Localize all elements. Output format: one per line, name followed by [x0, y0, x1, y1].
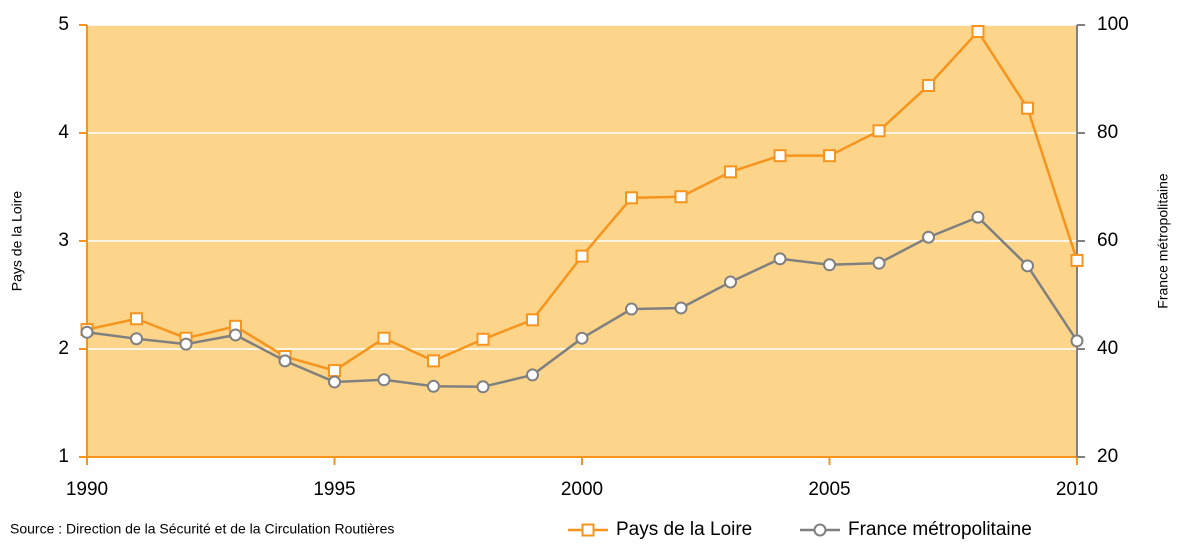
legend-marker: [813, 523, 827, 537]
y-tick-label: 4: [58, 122, 69, 143]
legend-marker: [581, 523, 595, 537]
y-tick-label: 5: [58, 14, 69, 35]
data-point: [229, 328, 242, 342]
data-point: [823, 149, 836, 163]
x-tick-label: 2005: [808, 479, 850, 500]
data-point: [278, 354, 292, 368]
data-point: [427, 354, 440, 368]
y-tick-label: 3: [58, 230, 69, 251]
y2-tick-label: 100: [1097, 14, 1129, 35]
data-point: [130, 312, 143, 326]
data-point: [427, 379, 440, 393]
data-point: [724, 165, 737, 179]
data-point: [625, 191, 638, 205]
y2-tick-label: 40: [1097, 338, 1118, 359]
y2-axis-title: France métropolitaine: [1155, 173, 1171, 309]
data-point: [1070, 253, 1084, 267]
data-point: [575, 331, 589, 345]
x-tick-label: 1990: [66, 479, 108, 500]
data-point: [872, 256, 886, 270]
source: Source : Direction de la Sécurité et de …: [10, 521, 394, 537]
y-axis-title: Pays de la Loire: [9, 191, 25, 292]
data-point: [179, 337, 193, 351]
legend-label: France métropolitaine: [848, 519, 1032, 540]
data-point: [922, 230, 935, 244]
data-point: [377, 373, 391, 387]
y-tick-label: 1: [58, 446, 69, 467]
y2-tick-label: 60: [1097, 230, 1118, 251]
x-tick-label: 1995: [313, 479, 355, 500]
x-tick-label: 2010: [1056, 479, 1098, 500]
y2-tick-label: 20: [1097, 446, 1118, 467]
data-point: [575, 249, 589, 263]
data-point: [674, 301, 688, 315]
legend-label: Pays de la Loire: [616, 519, 752, 540]
data-point: [328, 375, 341, 389]
data-point: [773, 252, 787, 266]
data-point: [773, 149, 787, 163]
data-point: [526, 313, 539, 327]
data-point: [526, 368, 539, 382]
data-point: [476, 332, 490, 346]
data-point: [377, 331, 391, 345]
data-point: [130, 332, 143, 346]
data-point: [971, 210, 985, 224]
data-point: [1021, 101, 1034, 115]
data-point: [823, 258, 836, 272]
data-point: [922, 78, 935, 92]
data-point: [872, 124, 886, 138]
y2-tick-label: 80: [1097, 122, 1118, 143]
data-point: [674, 190, 688, 204]
data-point: [328, 364, 341, 378]
data-point: [971, 24, 985, 38]
data-point: [1070, 334, 1084, 348]
data-point: [724, 275, 737, 289]
data-point: [80, 325, 94, 339]
y-tick-label: 2: [58, 338, 69, 359]
x-tick-label: 2000: [561, 479, 603, 500]
data-point: [476, 380, 490, 394]
data-point: [625, 302, 638, 316]
data-point: [1021, 259, 1034, 273]
